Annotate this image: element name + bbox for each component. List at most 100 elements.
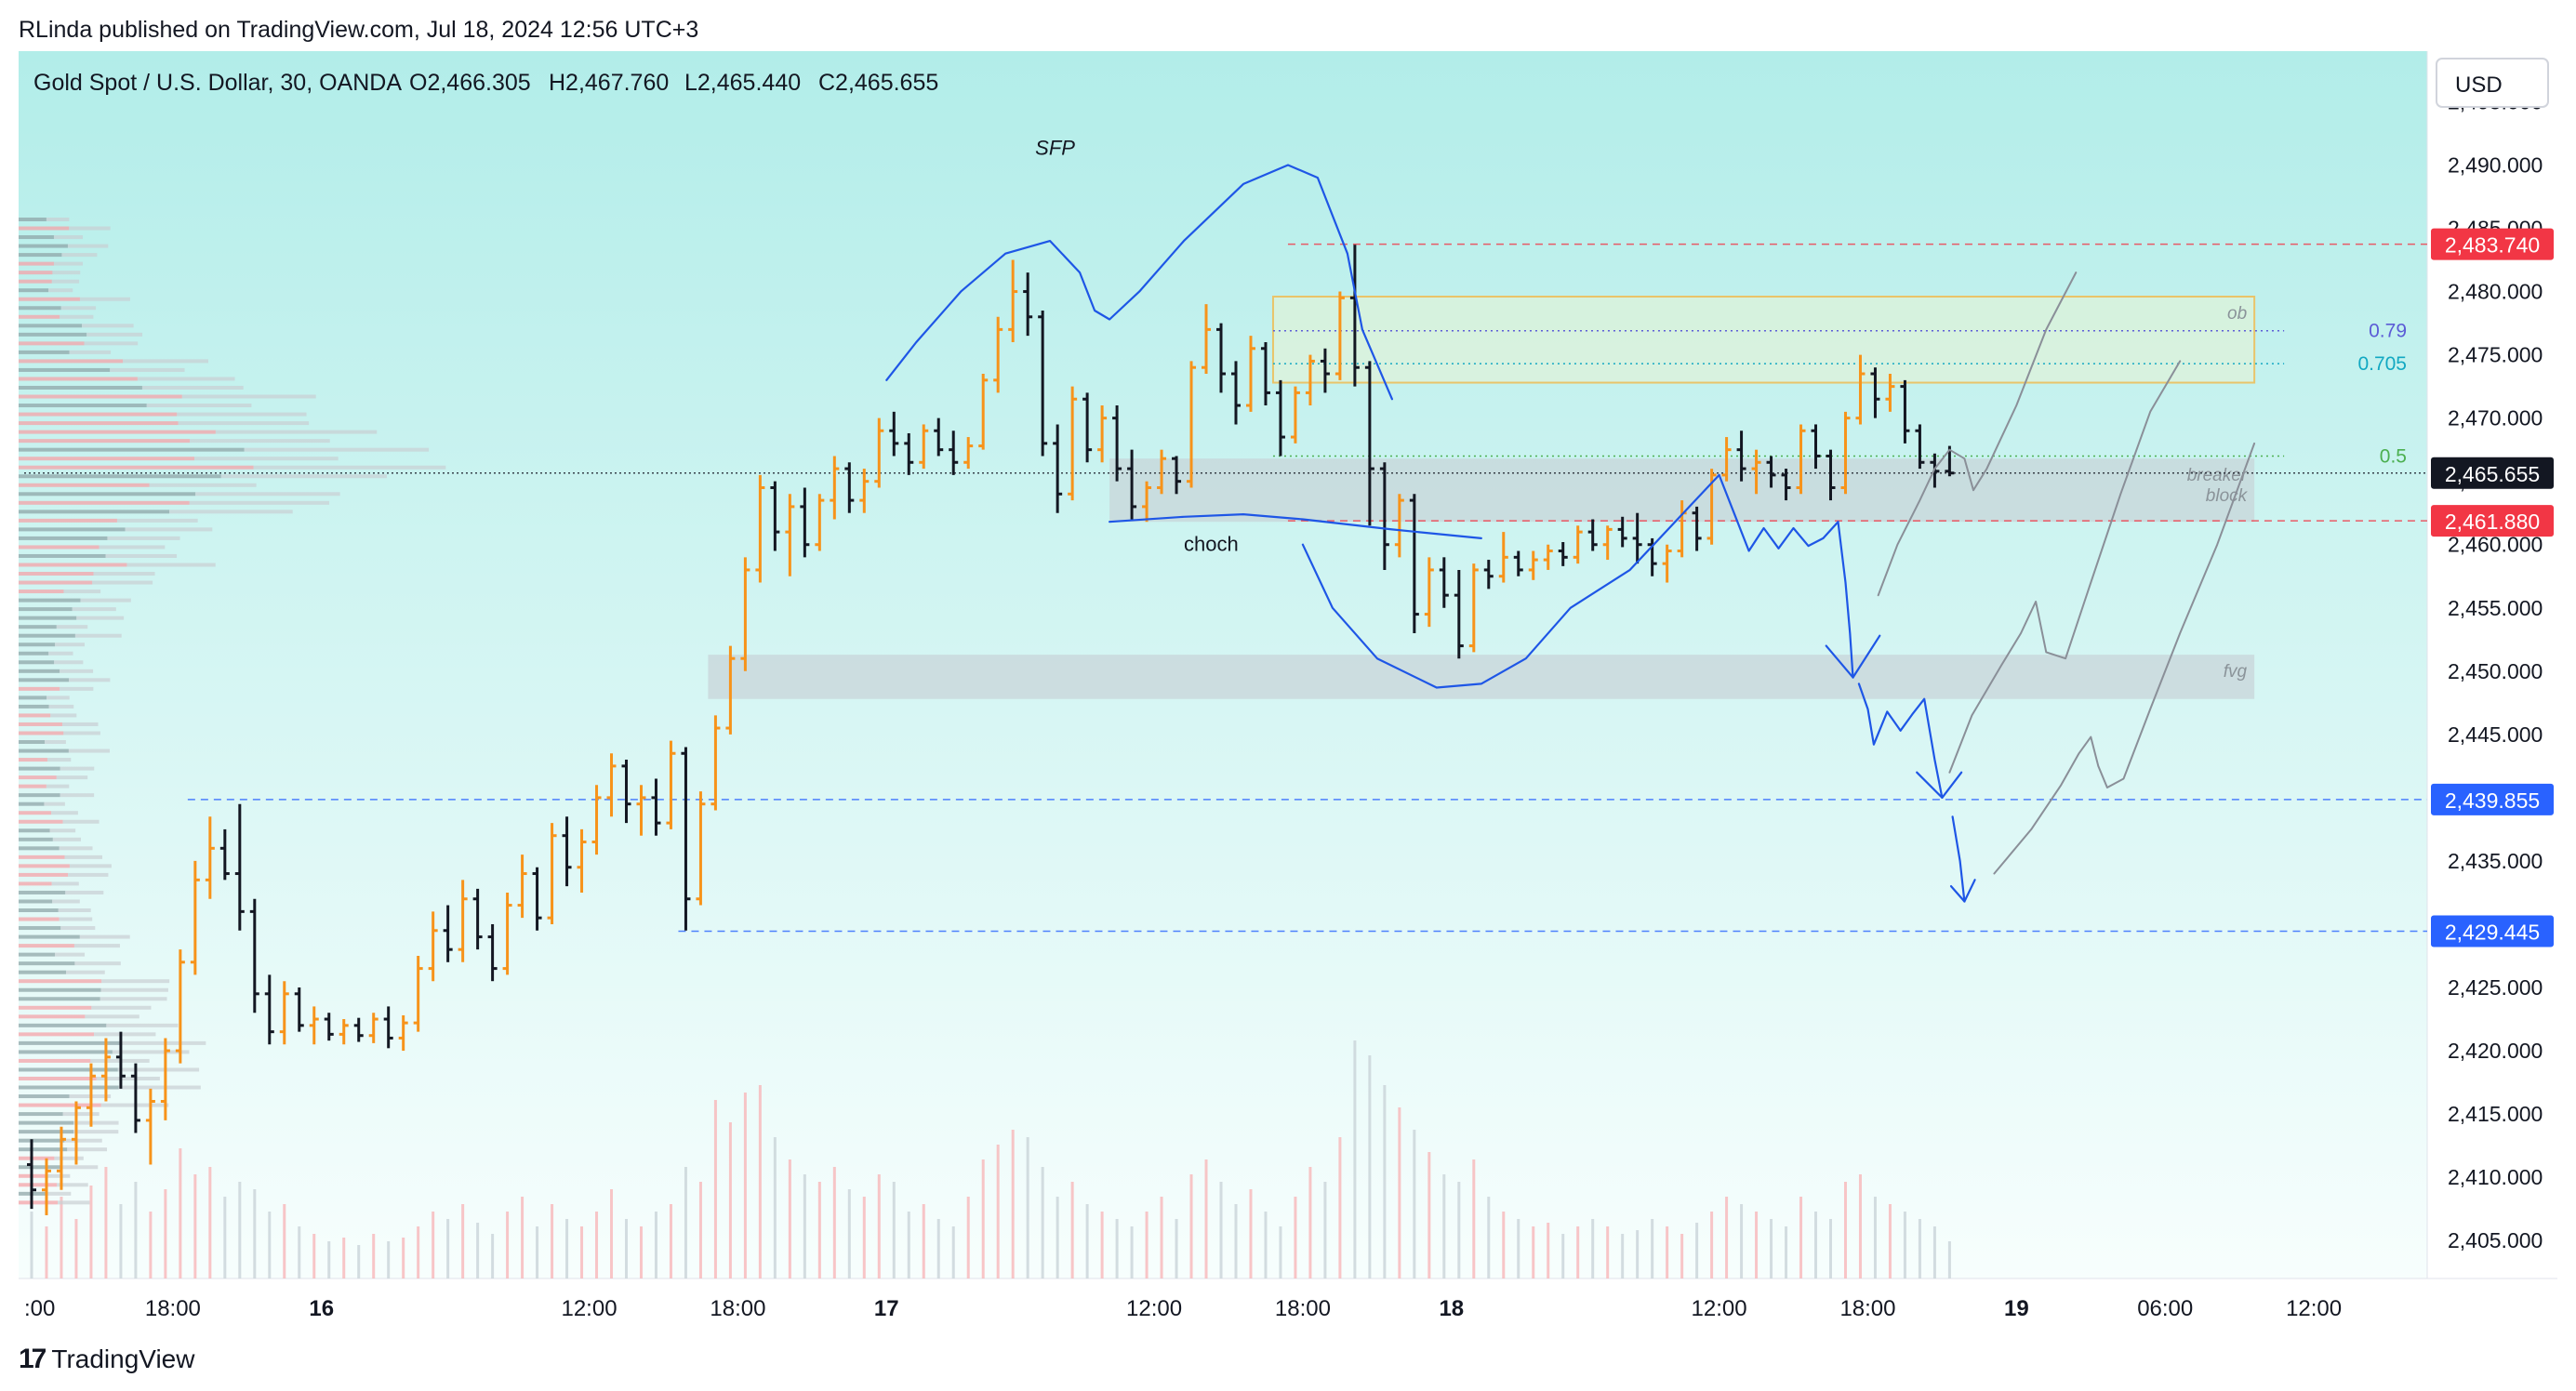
candle[interactable]	[279, 981, 289, 1045]
candle[interactable]	[1439, 557, 1449, 608]
candle[interactable]	[815, 494, 825, 551]
candle[interactable]	[472, 888, 483, 950]
candle[interactable]	[1587, 519, 1598, 551]
candle[interactable]	[696, 791, 706, 906]
candle[interactable]	[1870, 367, 1880, 418]
candle[interactable]	[1245, 336, 1255, 412]
candle[interactable]	[56, 1126, 66, 1190]
candle[interactable]	[1424, 557, 1434, 628]
candle[interactable]	[413, 955, 423, 1032]
candle[interactable]	[963, 437, 974, 470]
candle[interactable]	[309, 1006, 319, 1045]
candle[interactable]	[1751, 449, 1761, 495]
candle[interactable]	[1334, 291, 1345, 380]
candle[interactable]	[353, 1017, 364, 1042]
candle[interactable]	[160, 1038, 170, 1120]
candle[interactable]	[428, 911, 438, 982]
candle[interactable]	[874, 417, 884, 488]
candle[interactable]	[770, 481, 780, 551]
candle[interactable]	[844, 462, 855, 513]
price-label-badge[interactable]: 2,439.855	[2431, 783, 2554, 815]
candle[interactable]	[130, 1063, 140, 1133]
time-axis[interactable]: :00 18:00 16 12:00 18:00 17 12:00 18:00 18 12:00 1…	[24, 1296, 2342, 1321]
candle[interactable]	[1409, 494, 1419, 633]
candle[interactable]	[1855, 354, 1866, 425]
candle[interactable]	[1097, 405, 1108, 463]
candle[interactable]	[145, 1088, 155, 1165]
candle[interactable]	[1008, 259, 1018, 342]
candle[interactable]	[993, 316, 1003, 393]
candle[interactable]	[339, 1019, 349, 1045]
candle[interactable]	[1498, 532, 1508, 583]
price-label-badge[interactable]: 2,483.740	[2431, 228, 2554, 260]
candle[interactable]	[264, 974, 274, 1045]
candle[interactable]	[1513, 550, 1523, 576]
candle[interactable]	[1632, 512, 1642, 564]
candle[interactable]	[1468, 563, 1479, 653]
candle[interactable]	[934, 417, 944, 457]
candle[interactable]	[86, 1063, 96, 1127]
candle[interactable]	[1781, 469, 1791, 501]
candle[interactable]	[487, 923, 498, 982]
candle[interactable]	[1811, 424, 1821, 470]
price-axis[interactable]: 2,495.0002,490.0002,485.0002,480.0002,47…	[2431, 89, 2554, 1252]
candle[interactable]	[651, 778, 661, 836]
candle[interactable]	[606, 753, 617, 817]
candles[interactable]	[26, 245, 1955, 1215]
candle[interactable]	[1187, 361, 1197, 488]
candle[interactable]	[458, 880, 468, 962]
candle[interactable]	[1172, 456, 1182, 495]
candle[interactable]	[1647, 537, 1657, 576]
candle[interactable]	[949, 431, 959, 475]
candle[interactable]	[1602, 525, 1613, 561]
candle[interactable]	[249, 898, 259, 1013]
candle[interactable]	[1275, 379, 1285, 457]
candle[interactable]	[904, 432, 914, 475]
candle[interactable]	[1349, 245, 1360, 387]
candle[interactable]	[1721, 437, 1732, 482]
candle[interactable]	[681, 747, 691, 931]
candle[interactable]	[591, 785, 602, 855]
candle[interactable]	[219, 828, 230, 881]
candle[interactable]	[1796, 424, 1806, 495]
candle[interactable]	[1766, 456, 1776, 488]
candle[interactable]	[636, 785, 646, 836]
candle[interactable]	[666, 740, 676, 829]
candle[interactable]	[919, 424, 929, 470]
candle[interactable]	[1082, 392, 1093, 463]
candle[interactable]	[1157, 449, 1167, 495]
candle[interactable]	[889, 411, 899, 457]
price-label-badge[interactable]: 2,429.445	[2431, 915, 2554, 947]
candle[interactable]	[115, 1031, 126, 1089]
candle[interactable]	[1068, 386, 1078, 501]
candle[interactable]	[1230, 361, 1241, 425]
candle[interactable]	[398, 1014, 408, 1052]
candle[interactable]	[443, 905, 453, 962]
candle[interactable]	[562, 816, 572, 887]
candle[interactable]	[502, 892, 512, 975]
candle[interactable]	[1840, 411, 1851, 495]
candle[interactable]	[1692, 506, 1702, 551]
candle[interactable]	[1617, 516, 1627, 548]
tradingview-logo[interactable]: 17 TradingView	[19, 1343, 194, 1376]
candle[interactable]	[1290, 386, 1300, 444]
candle[interactable]	[1394, 494, 1404, 558]
candle[interactable]	[800, 487, 810, 558]
candle[interactable]	[1483, 560, 1494, 590]
candle[interactable]	[1023, 272, 1033, 337]
candle[interactable]	[1216, 323, 1227, 393]
candle[interactable]	[1454, 569, 1464, 659]
candle[interactable]	[1127, 449, 1137, 520]
currency-button[interactable]: USD	[2436, 58, 2549, 108]
candle[interactable]	[725, 645, 736, 735]
candle[interactable]	[621, 760, 631, 824]
candle[interactable]	[324, 1013, 334, 1041]
candle[interactable]	[830, 456, 840, 520]
candle[interactable]	[1364, 361, 1374, 526]
candle[interactable]	[1142, 481, 1152, 523]
price-label-badge[interactable]: 2,465.655	[2431, 457, 2554, 489]
candle[interactable]	[1528, 550, 1538, 580]
candle[interactable]	[755, 474, 765, 583]
candle[interactable]	[710, 715, 721, 811]
